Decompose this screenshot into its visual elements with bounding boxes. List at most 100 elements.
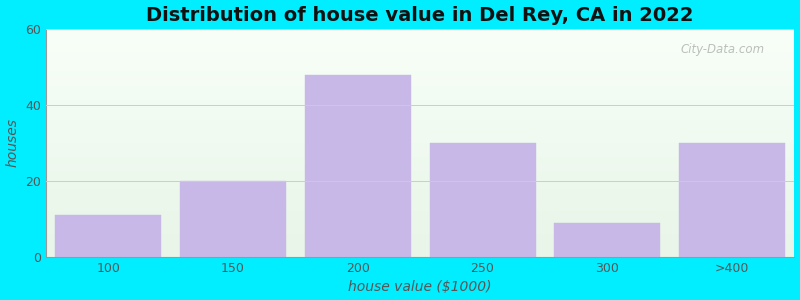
Bar bbox=[46, 53, 794, 54]
Bar bbox=[46, 178, 794, 179]
Bar bbox=[55, 215, 162, 257]
Bar bbox=[46, 137, 794, 138]
Bar bbox=[46, 45, 794, 46]
Bar bbox=[554, 223, 660, 257]
Bar bbox=[46, 119, 794, 120]
Title: Distribution of house value in Del Rey, CA in 2022: Distribution of house value in Del Rey, … bbox=[146, 6, 694, 25]
Bar bbox=[46, 170, 794, 172]
Bar bbox=[46, 239, 794, 240]
Bar bbox=[46, 95, 794, 96]
Bar bbox=[46, 217, 794, 218]
Bar bbox=[46, 138, 794, 140]
Bar bbox=[46, 122, 794, 124]
Bar bbox=[46, 69, 794, 70]
Bar bbox=[46, 111, 794, 112]
Bar bbox=[46, 192, 794, 193]
Bar bbox=[46, 92, 794, 93]
Bar bbox=[46, 150, 794, 151]
Bar bbox=[46, 165, 794, 166]
Bar bbox=[46, 203, 794, 205]
Bar bbox=[46, 247, 794, 248]
Bar bbox=[46, 65, 794, 67]
Bar bbox=[46, 157, 794, 158]
Bar bbox=[46, 43, 794, 44]
Bar bbox=[46, 127, 794, 128]
Bar bbox=[46, 126, 794, 127]
Bar bbox=[46, 34, 794, 36]
Bar bbox=[46, 183, 794, 184]
Bar bbox=[46, 250, 794, 251]
Bar bbox=[46, 226, 794, 227]
Bar bbox=[46, 254, 794, 255]
Bar bbox=[46, 210, 794, 211]
Bar bbox=[46, 94, 794, 95]
Bar bbox=[46, 158, 794, 159]
Bar bbox=[46, 36, 794, 37]
Bar bbox=[46, 227, 794, 229]
Bar bbox=[46, 234, 794, 236]
Bar bbox=[46, 56, 794, 57]
Bar bbox=[46, 62, 794, 63]
Bar bbox=[46, 30, 794, 31]
Bar bbox=[46, 176, 794, 177]
Bar bbox=[46, 146, 794, 148]
Bar bbox=[46, 248, 794, 249]
Bar bbox=[46, 242, 794, 243]
Bar bbox=[46, 186, 794, 188]
Bar bbox=[46, 72, 794, 74]
Bar bbox=[46, 96, 794, 97]
Bar bbox=[46, 225, 794, 226]
Bar bbox=[46, 161, 794, 162]
Bar bbox=[46, 108, 794, 109]
Bar bbox=[46, 243, 794, 244]
Bar bbox=[46, 125, 794, 126]
Bar bbox=[46, 182, 794, 183]
Bar bbox=[46, 188, 794, 189]
Bar bbox=[46, 93, 794, 94]
Bar bbox=[46, 181, 794, 182]
Bar bbox=[46, 78, 794, 79]
Bar bbox=[46, 61, 794, 62]
Bar bbox=[46, 71, 794, 72]
Bar bbox=[46, 52, 794, 53]
Bar bbox=[46, 87, 794, 88]
Bar bbox=[180, 181, 286, 257]
Bar bbox=[46, 166, 794, 167]
Bar bbox=[46, 184, 794, 185]
Bar bbox=[46, 32, 794, 34]
Bar bbox=[46, 101, 794, 102]
Bar bbox=[46, 168, 794, 169]
Bar bbox=[46, 212, 794, 214]
Bar bbox=[46, 196, 794, 198]
Bar bbox=[46, 104, 794, 105]
Bar bbox=[46, 89, 794, 91]
Bar bbox=[46, 185, 794, 186]
X-axis label: house value ($1000): house value ($1000) bbox=[348, 280, 492, 294]
Bar bbox=[46, 97, 794, 98]
Bar bbox=[46, 195, 794, 196]
Bar bbox=[46, 215, 794, 216]
Bar bbox=[46, 218, 794, 219]
Bar bbox=[46, 232, 794, 233]
Bar bbox=[305, 74, 410, 257]
Bar bbox=[46, 208, 794, 209]
Bar bbox=[46, 80, 794, 81]
Bar bbox=[46, 44, 794, 45]
Bar bbox=[46, 76, 794, 77]
Bar bbox=[46, 132, 794, 133]
Bar bbox=[46, 148, 794, 149]
Bar bbox=[46, 209, 794, 210]
Bar bbox=[46, 222, 794, 223]
Bar bbox=[46, 190, 794, 191]
Bar bbox=[46, 86, 794, 87]
Bar bbox=[46, 68, 794, 69]
Bar bbox=[46, 109, 794, 110]
Bar bbox=[46, 155, 794, 157]
Bar bbox=[46, 141, 794, 142]
Bar bbox=[430, 143, 535, 257]
Bar bbox=[46, 38, 794, 39]
Bar bbox=[46, 128, 794, 129]
Bar bbox=[46, 91, 794, 92]
Bar bbox=[46, 41, 794, 43]
Bar bbox=[46, 64, 794, 65]
